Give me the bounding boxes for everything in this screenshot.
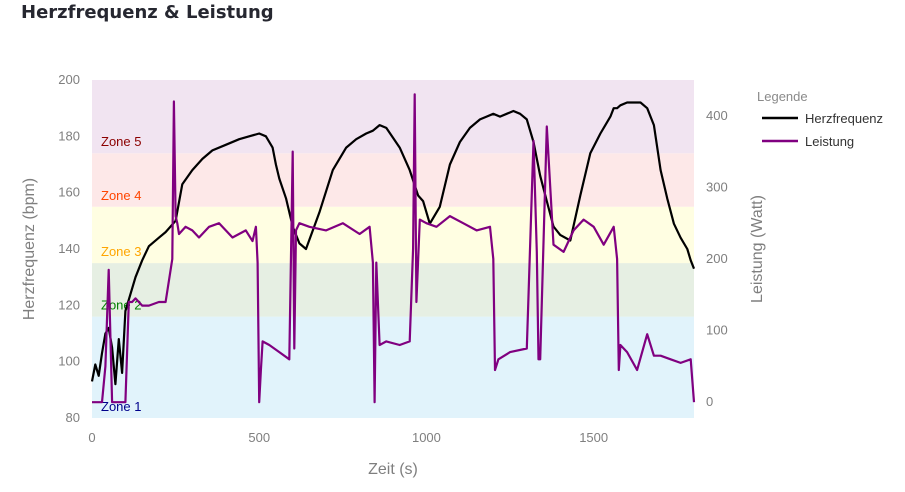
y2-tick-label: 100 [706,323,728,338]
zone-label-3: Zone 3 [101,244,141,259]
y2-tick-label: 300 [706,179,728,194]
zone-band-2 [92,263,694,317]
zone-label-1: Zone 1 [101,399,141,414]
y2-axis-title: Leistung (Watt) [749,195,766,303]
x-tick-label: 1500 [579,430,608,445]
y-tick-label: 180 [58,128,80,143]
y2-tick-label: 400 [706,108,728,123]
series-layer [90,93,696,404]
zone-band-3 [92,206,694,264]
legend: Legende Herzfrequenz Leistung [757,89,883,149]
zone-band-5 [92,80,694,154]
x-tick-label: 0 [88,430,95,445]
zones-layer [92,80,694,418]
x-axis-title: Zeit (s) [368,461,418,478]
legend-title: Legende [757,89,808,104]
y-tick-label: 80 [66,410,80,425]
zone-band-4 [92,153,694,207]
zone-label-5: Zone 5 [101,134,141,149]
legend-label-herzfrequenz: Herzfrequenz [805,111,883,126]
x-tick-label: 1000 [412,430,441,445]
series-line-herzfrequenz [90,101,696,386]
y-tick-label: 160 [58,185,80,200]
x-tick-label: 500 [248,430,270,445]
y2-tick-label: 200 [706,251,728,266]
y-axis-ticks: 80 100 120 140 160 180 200 [58,72,80,425]
y-tick-label: 200 [58,72,80,87]
y-axis-title: Herzfrequenz (bpm) [21,178,38,320]
zone-label-4: Zone 4 [101,188,141,203]
y-tick-label: 140 [58,241,80,256]
zone-band-1 [92,316,694,418]
y-tick-label: 100 [58,354,80,369]
y-tick-label: 120 [58,297,80,312]
series-line-leistung [92,93,696,404]
y2-tick-label: 0 [706,394,713,409]
legend-items: Herzfrequenz Leistung [762,111,883,149]
chart-title: Herzfrequenz & Leistung [21,2,274,23]
y2-axis-ticks: 0 100 200 300 400 [706,108,728,409]
x-axis-ticks: 0 500 1000 1500 [88,430,608,445]
legend-label-leistung: Leistung [805,134,854,149]
